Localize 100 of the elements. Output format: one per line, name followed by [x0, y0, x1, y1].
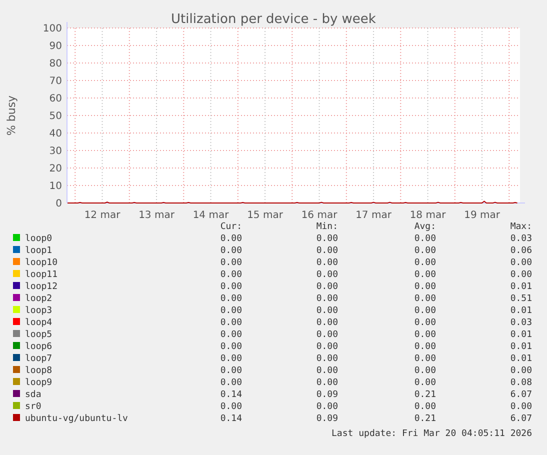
text: 0.00 — [316, 378, 338, 388]
text: 0.06 — [510, 246, 532, 256]
legend-label: loop4 — [25, 318, 52, 328]
text: 0.00 — [220, 246, 242, 256]
text: 0.09 — [316, 390, 338, 400]
text: 0.00 — [220, 318, 242, 328]
text: 0.01 — [510, 342, 532, 352]
text: 0.00 — [414, 294, 436, 304]
y-tick-label: 50 — [49, 111, 62, 122]
chart-title: Utilization per device - by week — [171, 12, 376, 27]
y-tick-label: 80 — [49, 58, 62, 70]
text: 0.00 — [414, 366, 436, 376]
text: 0.00 — [414, 330, 436, 340]
text: 0.00 — [316, 366, 338, 376]
text: 0.00 — [316, 354, 338, 364]
y-tick-label: 20 — [49, 164, 62, 174]
legend-label: loop8 — [25, 366, 52, 376]
x-tick-label: 12 mar — [84, 210, 122, 221]
text: 0.14 — [220, 414, 242, 424]
text: 0.01 — [510, 354, 532, 364]
text: 0.00 — [220, 270, 242, 280]
legend-label: loop10 — [25, 258, 58, 268]
text: Max: — [510, 222, 532, 232]
text: 0.00 — [220, 402, 242, 412]
x-tick-label: 15 mar — [247, 210, 284, 221]
x-tick-label: 17 mar — [356, 210, 392, 221]
text: 0.00 — [414, 306, 436, 316]
text: 0.21 — [414, 390, 436, 400]
text: 0.00 — [414, 342, 436, 352]
legend-label: loop2 — [25, 294, 52, 304]
legend-label: loop0 — [25, 234, 52, 244]
text: 0.03 — [510, 234, 532, 244]
y-tick-label: 40 — [49, 128, 62, 140]
text: 0.00 — [414, 318, 436, 328]
x-tick-label: 13 mar — [138, 210, 176, 221]
y-axis-title: % busy — [5, 94, 18, 136]
text: 0.21 — [414, 414, 436, 424]
text: Cur: — [220, 222, 242, 232]
text: 0.00 — [220, 366, 242, 376]
text: 0.51 — [510, 294, 532, 304]
text: 0.00 — [414, 270, 436, 280]
text: 0.00 — [220, 258, 242, 268]
text: 0.08 — [510, 378, 532, 388]
text: 0.00 — [220, 342, 242, 352]
legend-label: loop12 — [25, 282, 58, 292]
text: 0.00 — [414, 378, 436, 388]
text: 0.00 — [316, 294, 338, 304]
text: 0.00 — [220, 354, 242, 364]
text: 0.09 — [316, 414, 338, 424]
text: 0.00 — [510, 402, 532, 412]
text: 0.00 — [316, 318, 338, 328]
text: 0.00 — [316, 342, 338, 352]
text: 0.00 — [220, 330, 242, 340]
text: 0.00 — [414, 246, 436, 256]
text: 0.00 — [510, 258, 532, 268]
text: 0.00 — [316, 306, 338, 316]
legend-label: loop1 — [25, 246, 52, 256]
text: 0.00 — [510, 366, 532, 376]
x-tick-label: 19 mar — [464, 210, 501, 221]
legend-label: loop9 — [25, 378, 52, 388]
text: 6.07 — [510, 414, 532, 424]
text: 0.00 — [220, 294, 242, 304]
text: 0.00 — [510, 270, 532, 280]
text: 0.00 — [414, 282, 436, 292]
y-tick-label: 100 — [42, 24, 62, 34]
legend-label: loop3 — [25, 306, 52, 316]
y-tick-label: 10 — [49, 181, 62, 192]
text: 0.00 — [414, 234, 436, 244]
text: 0.00 — [220, 378, 242, 388]
text: 6.07 — [510, 390, 532, 400]
legend-label: loop5 — [25, 330, 52, 340]
y-tick-label: 60 — [49, 94, 62, 104]
text: 0.01 — [510, 306, 532, 316]
text: 0.00 — [414, 258, 436, 268]
text: 0.00 — [220, 234, 242, 244]
y-tick-label: 0 — [56, 198, 62, 210]
x-tick-label: 16 mar — [301, 210, 338, 221]
text: Min: — [316, 222, 338, 232]
x-tick-label: 18 mar — [410, 210, 447, 221]
text: 0.01 — [510, 282, 532, 292]
text: 0.00 — [316, 402, 338, 412]
x-tick-label: 14 mar — [192, 210, 230, 221]
text: 0.03 — [510, 318, 532, 328]
legend-label: loop7 — [25, 354, 52, 364]
y-tick-label: 90 — [49, 41, 62, 52]
legend-label: loop11 — [25, 270, 58, 280]
text: Last update: Fri Mar 20 04:05:11 2026 — [332, 429, 532, 439]
legend-label: loop6 — [25, 342, 52, 352]
text: 0.00 — [316, 234, 338, 244]
text: 0.00 — [414, 402, 436, 412]
text: 0.00 — [220, 282, 242, 292]
text: 0.00 — [316, 258, 338, 268]
text: 0.14 — [220, 390, 242, 400]
text: 0.00 — [316, 246, 338, 256]
text: 0.00 — [316, 270, 338, 280]
text: 0.01 — [510, 330, 532, 340]
text: 0.00 — [316, 330, 338, 340]
legend-label: ubuntu-vg/ubuntu-lv — [25, 414, 128, 424]
y-tick-label: 30 — [49, 146, 62, 157]
legend-label: sda — [25, 390, 42, 400]
